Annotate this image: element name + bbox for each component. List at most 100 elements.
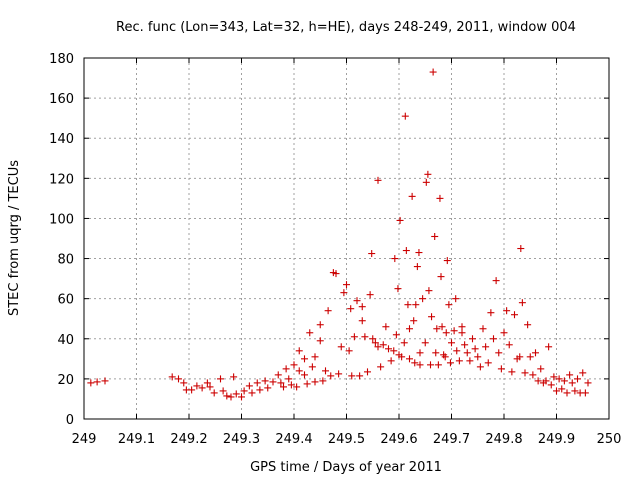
- data-point: [324, 307, 332, 315]
- data-point: [337, 343, 345, 351]
- data-point: [537, 365, 545, 373]
- data-point: [579, 369, 587, 377]
- data-point: [505, 341, 513, 349]
- data-point: [434, 361, 442, 369]
- data-point: [524, 321, 532, 329]
- data-point: [469, 335, 476, 343]
- data-point: [168, 373, 176, 381]
- data-point: [425, 287, 433, 295]
- x-axis-title: GPS time / Days of year 2011: [250, 460, 442, 475]
- data-point: [303, 380, 311, 388]
- data-point: [503, 307, 511, 315]
- data-point: [555, 375, 563, 383]
- data-point: [350, 333, 358, 341]
- data-point: [369, 335, 377, 343]
- x-tick-label: 249.3: [223, 432, 260, 447]
- data-point: [217, 375, 224, 383]
- data-point: [319, 377, 327, 385]
- data-point: [335, 370, 343, 378]
- data-point: [248, 389, 256, 397]
- data-point: [446, 359, 454, 367]
- data-point: [463, 349, 471, 357]
- data-point: [282, 365, 290, 373]
- data-point: [371, 339, 379, 347]
- data-point: [219, 387, 227, 395]
- data-point: [448, 339, 455, 347]
- data-point: [516, 353, 524, 361]
- data-point: [374, 176, 382, 184]
- data-point: [396, 216, 404, 224]
- data-point: [438, 323, 446, 331]
- data-point: [568, 379, 576, 387]
- data-point: [387, 357, 395, 365]
- data-point: [364, 368, 371, 376]
- y-tick-label: 0: [66, 413, 74, 428]
- data-point: [306, 329, 314, 337]
- data-point: [471, 345, 479, 353]
- data-point: [316, 337, 324, 345]
- data-point: [301, 371, 308, 379]
- data-point: [223, 392, 231, 400]
- data-point: [450, 327, 458, 335]
- data-point: [416, 361, 424, 369]
- data-point: [264, 384, 272, 392]
- data-point: [374, 343, 382, 351]
- data-point: [93, 378, 101, 386]
- data-point: [406, 355, 413, 363]
- data-point: [532, 349, 539, 357]
- data-point: [574, 375, 581, 383]
- x-tick-label: 249.8: [485, 432, 522, 447]
- data-point: [482, 343, 490, 351]
- x-tick-label: 249.7: [433, 432, 470, 447]
- data-point: [398, 353, 406, 361]
- x-tick-label: 249.1: [118, 432, 155, 447]
- data-point: [517, 245, 525, 253]
- data-point: [490, 335, 497, 343]
- data-point: [227, 393, 235, 401]
- y-tick-label: 140: [49, 132, 74, 147]
- data-point: [345, 347, 353, 355]
- data-point: [437, 273, 445, 281]
- data-point: [361, 333, 369, 341]
- data-point: [560, 377, 568, 385]
- x-tick-label: 249: [72, 432, 97, 447]
- data-point: [429, 68, 437, 76]
- data-point: [175, 375, 182, 383]
- data-point: [421, 339, 429, 347]
- data-point: [547, 381, 555, 389]
- data-point: [422, 178, 430, 186]
- chart-title: Rec. func (Lon=343, Lat=32, h=HE), days …: [116, 20, 576, 35]
- data-point: [458, 329, 466, 337]
- data-point: [432, 349, 440, 357]
- data-point: [240, 387, 248, 395]
- data-point: [358, 317, 366, 325]
- data-point: [390, 347, 398, 355]
- data-point: [87, 379, 95, 387]
- data-point: [404, 301, 412, 309]
- data-point: [401, 112, 409, 120]
- data-point: [238, 393, 245, 401]
- y-tick-label: 40: [57, 333, 74, 348]
- data-point: [571, 387, 579, 395]
- data-point: [558, 385, 566, 393]
- data-point: [474, 353, 482, 361]
- data-point: [206, 383, 214, 391]
- y-tick-label: 120: [49, 172, 74, 187]
- data-point: [445, 301, 453, 309]
- data-point: [332, 270, 340, 278]
- x-axis: 249 249.1 249.2 249.3 249.4 249.5 249.6 249.7 24…: [72, 58, 621, 447]
- data-point: [412, 301, 420, 309]
- data-point: [188, 386, 196, 394]
- data-point: [410, 317, 418, 325]
- data-point: [529, 371, 537, 379]
- data-point: [391, 255, 399, 263]
- data-point: [385, 345, 392, 353]
- data-point: [431, 232, 439, 240]
- data-point: [433, 325, 441, 333]
- data-point: [415, 249, 423, 257]
- data-point: [287, 381, 295, 389]
- y-axis: 0 20 40 60 80 100 120 140 160 180: [49, 52, 609, 428]
- data-point: [347, 305, 355, 313]
- x-tick-label: 249.6: [380, 432, 417, 447]
